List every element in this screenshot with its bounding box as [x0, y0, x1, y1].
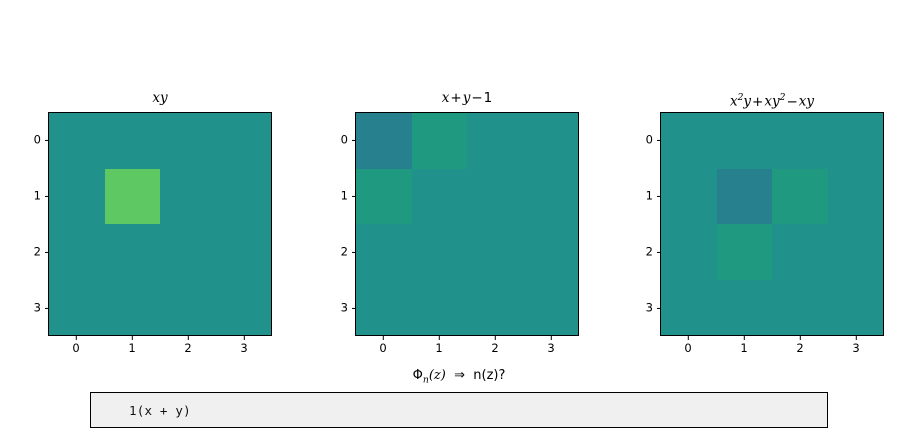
heatmap-cell — [104, 279, 160, 335]
heatmap-cell — [160, 113, 216, 169]
heatmap-cell — [356, 224, 412, 280]
y-tick-label: 2 — [341, 246, 355, 258]
heatmap-cell — [716, 279, 772, 335]
heatmap-cell — [411, 113, 467, 169]
heatmap-cell — [215, 168, 271, 224]
x-tick-label: 2 — [796, 336, 803, 354]
heatmap-cell — [104, 168, 160, 224]
heatmap-cell — [522, 168, 578, 224]
heatmap-cell — [661, 279, 717, 335]
y-tick-label: 3 — [34, 302, 48, 314]
y-tick-label: 1 — [341, 190, 355, 202]
heatmap-panel-2: x+y−1 0 1 2 3 0 1 2 3 — [341, 90, 579, 354]
heatmap-cell — [356, 113, 412, 169]
heatmap-cell — [411, 224, 467, 280]
heatmap-cell — [49, 168, 105, 224]
heatmap-cell — [661, 168, 717, 224]
heatmap-cell — [827, 224, 883, 280]
heatmap-cell — [522, 224, 578, 280]
panel-2-title: x+y−1 — [441, 90, 493, 106]
heatmap-cell — [49, 279, 105, 335]
heatmap-cell — [467, 113, 523, 169]
panel-2-grid — [355, 112, 579, 336]
heatmap-cell — [104, 224, 160, 280]
heatmap-cell — [356, 279, 412, 335]
heatmap-cell — [772, 279, 828, 335]
x-tick-label: 0 — [72, 336, 79, 354]
panel-1-title: xy — [152, 90, 168, 106]
heatmap-cell — [772, 168, 828, 224]
heatmap-cell — [356, 168, 412, 224]
x-tick-label: 2 — [491, 336, 498, 354]
y-tick-label: 2 — [646, 246, 660, 258]
heatmap-cell — [661, 224, 717, 280]
heatmap-cell — [104, 113, 160, 169]
y-tick-label: 0 — [646, 134, 660, 146]
x-tick-label: 3 — [852, 336, 859, 354]
x-tick-label: 3 — [240, 336, 247, 354]
y-tick-label: 3 — [341, 302, 355, 314]
prompt-question: Φn(z) ⇒ n(z)? — [412, 368, 506, 386]
heatmap-cell — [661, 113, 717, 169]
heatmap-cell — [522, 113, 578, 169]
x-tick-label: 0 — [684, 336, 691, 354]
heatmap-cell — [772, 113, 828, 169]
heatmap-cell — [716, 113, 772, 169]
heatmap-cell — [772, 224, 828, 280]
heatmap-cell — [49, 113, 105, 169]
x-tick-label: 2 — [184, 336, 191, 354]
x-tick-label: 1 — [740, 336, 747, 354]
y-tick-label: 1 — [34, 190, 48, 202]
answer-input-box[interactable]: 1(x + y) — [90, 392, 828, 428]
panel-3-grid — [660, 112, 884, 336]
y-tick-label: 1 — [646, 190, 660, 202]
heatmap-cell — [716, 168, 772, 224]
heatmap-cell — [467, 168, 523, 224]
heatmap-cell — [467, 279, 523, 335]
panel-1-grid — [48, 112, 272, 336]
heatmap-cell — [160, 279, 216, 335]
heatmap-cell — [160, 168, 216, 224]
y-tick-label: 0 — [34, 134, 48, 146]
heatmap-cell — [411, 279, 467, 335]
x-tick-label: 0 — [379, 336, 386, 354]
heatmap-cell — [467, 224, 523, 280]
heatmap-cell — [827, 113, 883, 169]
heatmap-cell — [49, 224, 105, 280]
x-tick-label: 1 — [435, 336, 442, 354]
heatmap-cell — [827, 168, 883, 224]
x-tick-label: 3 — [547, 336, 554, 354]
y-tick-label: 2 — [34, 246, 48, 258]
heatmap-cell — [522, 279, 578, 335]
x-tick-label: 1 — [128, 336, 135, 354]
heatmap-cell — [215, 224, 271, 280]
heatmap-panel-3: x2y+xy2−xy 0 1 2 3 0 1 2 3 — [646, 92, 884, 354]
y-tick-label: 0 — [341, 134, 355, 146]
heatmap-cell — [215, 279, 271, 335]
heatmap-cell — [215, 113, 271, 169]
panel-3-title: x2y+xy2−xy — [729, 92, 815, 110]
heatmap-cell — [716, 224, 772, 280]
heatmap-cell — [160, 224, 216, 280]
heatmap-cell — [411, 168, 467, 224]
y-tick-label: 3 — [646, 302, 660, 314]
answer-input-value: 1(x + y) — [129, 402, 191, 418]
heatmap-cell — [827, 279, 883, 335]
heatmap-panel-1: xy 0 1 2 3 0 1 2 3 — [34, 90, 272, 354]
